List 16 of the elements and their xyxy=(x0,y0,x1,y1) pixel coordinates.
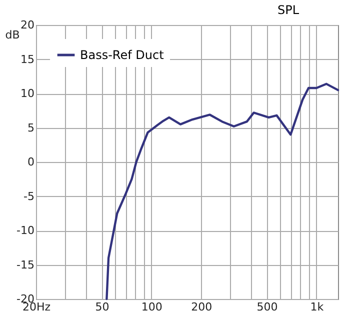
y-tick-label: 0 xyxy=(28,156,34,168)
y-axis-title: dB xyxy=(5,28,20,42)
x-tick-label: 1k xyxy=(310,300,324,314)
y-tick-label: -15 xyxy=(16,258,34,272)
x-tick-label: 500 xyxy=(256,300,278,314)
y-tick-label: 15 xyxy=(20,52,34,66)
legend-label: Bass-Ref Duct xyxy=(80,48,164,62)
y-tick-label: 10 xyxy=(20,87,34,100)
x-tick-label: 50 xyxy=(95,300,110,314)
x-tick-label: 100 xyxy=(141,300,162,314)
x-tick-label: 200 xyxy=(191,300,212,314)
y-tick-label: 5 xyxy=(28,121,34,134)
y-tick-label: 20 xyxy=(20,18,34,32)
y-tick-label: -5 xyxy=(24,190,34,203)
chart-title: SPL xyxy=(278,3,300,17)
y-tick-label: -10 xyxy=(16,224,34,237)
